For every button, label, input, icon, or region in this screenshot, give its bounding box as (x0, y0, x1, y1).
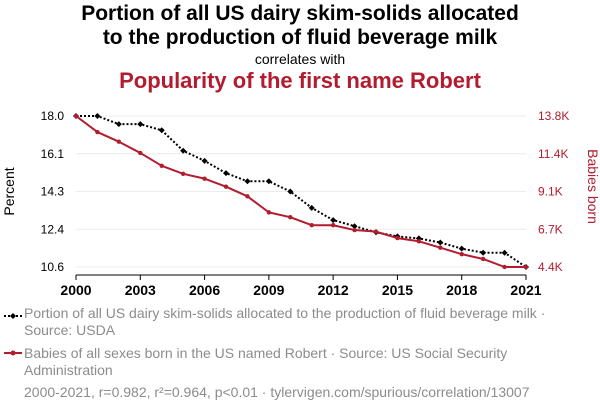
series-line-1 (76, 115, 527, 268)
series-point-2 (245, 194, 250, 199)
y-right-tick-label: 11.4K (538, 147, 568, 161)
y-left-tick-label: 14.3 (41, 185, 65, 199)
series-line-2 (75, 115, 526, 268)
y-right-axis-title: Babies born (585, 149, 600, 224)
series-point-1 (201, 157, 208, 164)
series-point-2 (352, 227, 357, 233)
series-point-2 (373, 229, 379, 234)
series-point-1 (223, 170, 229, 177)
series-point-2 (438, 245, 443, 250)
x-tick-label: 2018 (446, 282, 477, 298)
x-tick-label: 2009 (253, 282, 284, 298)
y-right-tick-label: 6.7K (538, 222, 563, 236)
series-point-1 (351, 223, 358, 230)
series-point-2 (309, 223, 314, 228)
legend-label-2: Babies of all sexes born in the US named… (24, 345, 508, 378)
series-point-1 (158, 127, 165, 134)
y-right-tick-label: 4.4K (538, 260, 563, 274)
series-point-2 (330, 223, 336, 228)
x-tick-label: 2015 (382, 282, 413, 298)
series-point-2 (395, 235, 400, 241)
series-point-2 (202, 176, 207, 181)
series-point-1 (330, 217, 337, 224)
series-point-1 (480, 249, 487, 256)
series-point-1 (115, 121, 122, 128)
correlates-label: correlates with (254, 51, 346, 67)
y-left-tick-label: 10.6 (41, 260, 65, 274)
chart-title-line2: to the production of fluid beverage milk (102, 26, 498, 49)
series-point-2 (288, 215, 293, 220)
series-point-2 (73, 113, 79, 119)
x-tick-label: 2021 (510, 282, 541, 298)
x-tick-label: 2003 (125, 282, 156, 298)
chart-title-secondary: Popularity of the first name Robert (119, 68, 481, 93)
x-tick-label: 2000 (60, 282, 91, 298)
legend-label-1: Portion of all US dairy skim-solids allo… (24, 305, 546, 338)
y-right-tick-label: 9.1K (538, 185, 563, 199)
x-tick-label: 2006 (189, 282, 220, 298)
series-point-1 (244, 178, 251, 185)
series-point-2 (159, 163, 164, 168)
series-point-2 (416, 239, 422, 244)
y-left-tick-label: 18.0 (41, 109, 65, 123)
y-left-tick-label: 12.4 (41, 222, 65, 236)
series-point-2 (502, 264, 507, 270)
series-point-2 (523, 264, 529, 270)
chart-title-line1: Portion of all US dairy skim-solids allo… (81, 2, 519, 25)
series-point-1 (287, 188, 294, 195)
series-point-2 (223, 184, 229, 189)
legend-swatch-2 (4, 350, 22, 356)
series-point-1 (94, 113, 101, 119)
series-point-1 (458, 245, 465, 252)
legend-swatch-1 (4, 313, 22, 319)
series-point-1 (437, 239, 444, 246)
chart-footer: 2000-2021, r=0.982, r²=0.964, p<0.01 · t… (24, 384, 530, 400)
series-point-1 (308, 204, 315, 211)
series-point-2 (266, 210, 272, 215)
series-point-2 (180, 171, 186, 177)
series-point-2 (95, 129, 100, 135)
x-tick-label: 2012 (318, 282, 349, 298)
series-point-1 (265, 178, 272, 185)
series-point-2 (138, 150, 143, 156)
series-point-2 (116, 139, 122, 144)
y-left-axis-title: Percent (1, 167, 17, 215)
y-left-tick-label: 16.1 (41, 147, 65, 161)
series-point-2 (480, 256, 486, 262)
series-point-1 (501, 249, 508, 256)
series-point-1 (180, 147, 187, 154)
series-point-1 (137, 121, 144, 128)
series-point-2 (459, 251, 464, 257)
y-right-tick-label: 13.8K (538, 109, 569, 123)
